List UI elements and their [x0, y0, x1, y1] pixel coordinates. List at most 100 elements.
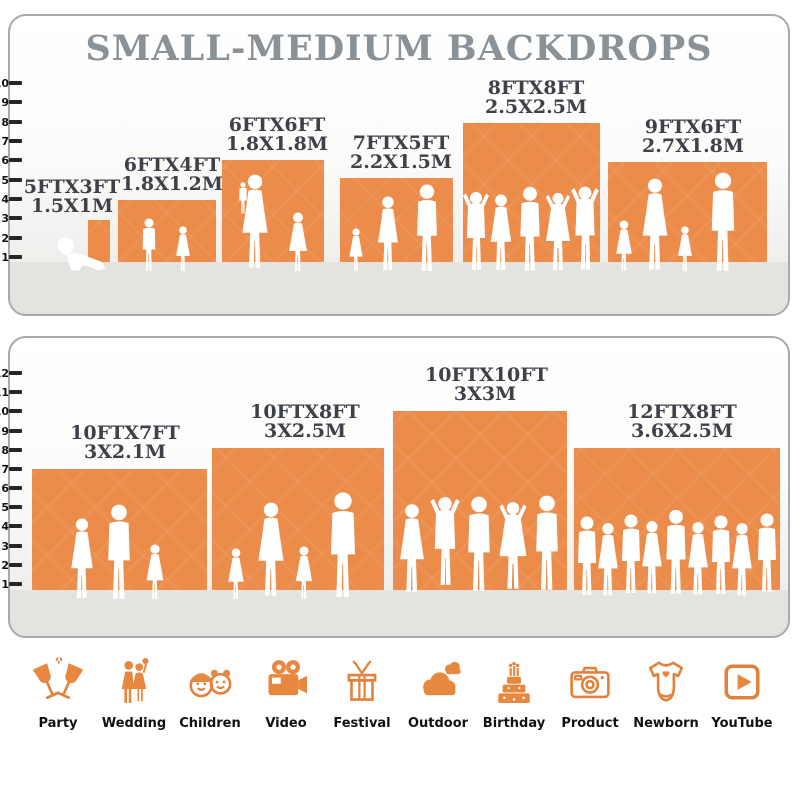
outdoor-icon: [423, 661, 461, 696]
children-icon: [189, 669, 232, 698]
ruler-number: 7: [1, 463, 9, 476]
wedding-icon: [121, 657, 149, 703]
people-silhouette-family-four: [616, 172, 735, 272]
ruler-number: 8: [1, 444, 9, 457]
ruler-number: 9: [1, 425, 9, 438]
category-festival: Festival: [326, 654, 398, 731]
ruler-tick: [9, 409, 22, 413]
category-wedding: Wedding: [98, 654, 170, 731]
youtube-icon: [724, 664, 760, 700]
ruler-number: 6: [1, 154, 9, 167]
ruler-number: 1: [1, 251, 9, 264]
ruler-tick: [9, 371, 22, 375]
video-icon: [268, 660, 307, 696]
backdrop-size-label: 12FTX8FT 3.6X2.5M: [627, 401, 737, 442]
backdrop-rect-6x6: [222, 160, 324, 262]
ruler-number: 3: [1, 540, 9, 553]
ruler-number: 4: [1, 520, 9, 533]
people-silhouette-family-three: [71, 504, 164, 600]
category-youtube: YouTube: [706, 654, 778, 731]
ruler-number: 10: [0, 77, 9, 90]
ruler-number: 7: [1, 135, 9, 148]
ruler-number: 10: [0, 405, 9, 418]
category-label: Birthday: [482, 716, 546, 731]
ruler-tick: [9, 582, 22, 586]
backdrop-rect-6x4: [118, 200, 216, 262]
people-silhouette-group-five: [463, 186, 599, 271]
ruler-tick: [9, 158, 22, 162]
ruler-tick: [9, 467, 22, 471]
category-label: Children: [179, 716, 241, 731]
category-video: Video: [250, 654, 322, 731]
product-icon: [570, 666, 610, 699]
category-label: YouTube: [711, 716, 773, 731]
backdrop-size-label: 10FTX7FT 3X2.1M: [70, 422, 180, 463]
ruler-number: 2: [1, 232, 9, 245]
category-label: Product: [561, 716, 619, 731]
ruler-tick: [9, 139, 22, 143]
festival-icon: [347, 660, 377, 701]
people-silhouette-mother-children: [239, 174, 307, 271]
people-silhouette-family-four: [228, 492, 355, 600]
ruler-number: 9: [1, 96, 9, 109]
party-icon: [32, 657, 84, 700]
category-birthday: Birthday: [478, 654, 550, 731]
backdrop-size-label: 10FTX10FT 3X3M: [425, 364, 548, 405]
backdrop-size-label: 10FTX8FT 3X2.5M: [250, 401, 360, 442]
ruler-number: 5: [1, 501, 9, 514]
backdrop-size-label: 5FTX3FT 1.5X1M: [23, 176, 121, 217]
birthday-icon: [498, 661, 530, 703]
ruler-number: 6: [1, 482, 9, 495]
ruler-tick: [9, 524, 22, 528]
ruler-tick: [9, 486, 22, 490]
ruler-number: 8: [1, 116, 9, 129]
ruler-number: 3: [1, 212, 9, 225]
category-label: Outdoor: [407, 716, 469, 731]
ruler-number: 12: [0, 367, 9, 380]
infographic-title: SMALL-MEDIUM BACKDROPS: [85, 28, 713, 69]
category-label: Newborn: [633, 716, 699, 731]
ruler-tick: [9, 216, 22, 220]
backdrop-size-label: 9FTX6FT 2.7X1.8M: [642, 116, 744, 157]
ruler-number: 2: [1, 559, 9, 572]
backdrop-rect-7x5: [340, 178, 453, 262]
ruler-tick: [9, 390, 22, 394]
backdrop-size-label: 6FTX4FT 1.8X1.2M: [121, 154, 223, 195]
ruler-tick: [9, 178, 22, 182]
category-label: Video: [265, 716, 307, 731]
ruler-tick: [9, 81, 22, 85]
ruler-number: 5: [1, 174, 9, 187]
backdrop-size-label: 8FTX8FT 2.5X2.5M: [485, 77, 587, 118]
people-silhouette-baby: [57, 237, 106, 271]
medium-large-panel: 10FTX7FT 3X2.1M 10FTX8FT 3X2.5M 10FTX10FT 3…: [8, 336, 790, 638]
floor-strip: [10, 590, 788, 636]
ruler-tick: [9, 197, 22, 201]
ruler-tick: [9, 100, 22, 104]
category-children: Children: [174, 654, 246, 731]
ruler-number: 1: [1, 578, 9, 591]
category-label: Festival: [333, 716, 391, 731]
small-medium-panel: SMALL-MEDIUM BACKDROPS 5FTX3FT 1.5X1M 6FT…: [8, 14, 790, 316]
category-row: Party Wedding Children Video: [22, 654, 778, 731]
ruler-tick: [9, 429, 22, 433]
ruler-tick: [9, 505, 22, 509]
category-outdoor: Outdoor: [402, 654, 474, 731]
people-silhouette-two-children: [142, 218, 190, 272]
ruler-number: 4: [1, 193, 9, 206]
people-silhouette-group-five: [400, 495, 558, 593]
newborn-icon: [648, 661, 684, 702]
category-newborn: Newborn: [630, 654, 702, 731]
ruler-tick: [9, 236, 22, 240]
ruler-tick: [9, 448, 22, 452]
people-silhouette-crowd: [578, 509, 776, 596]
floor-strip: [10, 262, 788, 314]
ruler-tick: [9, 544, 22, 548]
ruler-tick: [9, 563, 22, 567]
category-party: Party: [22, 654, 94, 731]
people-silhouette-family-three: [349, 184, 437, 272]
ruler-tick: [9, 120, 22, 124]
category-label: Party: [38, 716, 78, 731]
ruler-number: 11: [0, 386, 9, 399]
ruler-tick: [9, 255, 22, 259]
